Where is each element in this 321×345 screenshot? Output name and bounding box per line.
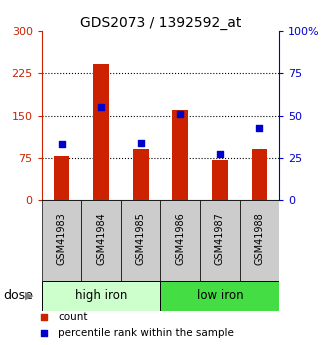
Bar (81, 200, 121, 281)
Text: GSM41985: GSM41985 (136, 212, 146, 265)
Text: count: count (58, 313, 88, 322)
Point (257, 125, 262, 131)
Title: GDS2073 / 1392592_at: GDS2073 / 1392592_at (80, 16, 241, 30)
Point (59, 141, 64, 147)
Bar (160, 200, 200, 281)
Text: GSM41988: GSM41988 (255, 212, 265, 265)
Bar (133, 149, 149, 200)
Point (217, 151, 222, 157)
Bar (212, 159, 228, 200)
Point (178, 112, 183, 117)
Bar (240, 200, 279, 281)
Bar (160, 281, 279, 310)
Point (41, 330, 47, 335)
Text: low iron: low iron (196, 289, 243, 302)
Bar (121, 200, 160, 281)
Bar (42, 200, 81, 281)
Bar (252, 149, 267, 200)
Bar (93, 64, 109, 200)
Point (138, 140, 143, 145)
Text: ▶: ▶ (25, 291, 33, 301)
Text: high iron: high iron (75, 289, 127, 302)
Text: GSM41984: GSM41984 (96, 212, 106, 265)
Bar (42, 281, 160, 310)
Text: GSM41987: GSM41987 (215, 212, 225, 265)
Point (99, 104, 104, 110)
Text: percentile rank within the sample: percentile rank within the sample (58, 328, 234, 337)
Bar (172, 110, 188, 200)
Text: GSM41986: GSM41986 (175, 212, 185, 265)
Text: dose: dose (3, 289, 33, 302)
Bar (200, 200, 240, 281)
Text: GSM41983: GSM41983 (56, 212, 66, 265)
Bar (54, 156, 69, 200)
Point (41, 315, 47, 320)
